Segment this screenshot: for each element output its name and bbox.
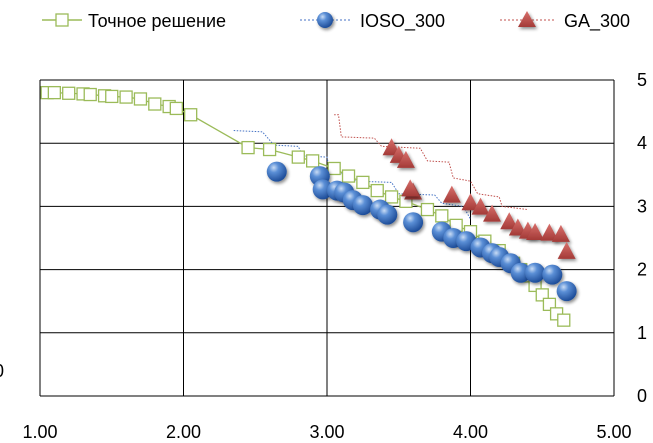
exact-point	[341, 169, 356, 183]
exact-point	[420, 202, 435, 217]
x-tick-label: 1.00	[22, 422, 57, 442]
exact-point	[370, 183, 384, 198]
x-tick-label: 2.00	[166, 422, 201, 442]
exact-point	[119, 90, 133, 104]
exact-point	[83, 87, 97, 102]
y-tick-label: 5	[637, 70, 647, 90]
ga-point	[396, 150, 415, 168]
exact-point	[327, 161, 341, 176]
exact-point	[105, 89, 119, 104]
tick-labels: 1.00 2.00 3.00 4.00 5.00 0 1 2 3 4 5	[22, 70, 647, 442]
ioso-point	[377, 204, 398, 225]
legend: Точное решение IOSO_300 GA_300	[42, 11, 630, 32]
y-tick-label: 3	[637, 196, 647, 216]
ga-point	[551, 224, 570, 242]
ga-point	[526, 222, 545, 240]
legend-item-exact: Точное решение	[42, 11, 226, 31]
ioso-point	[556, 281, 577, 302]
ioso-point	[510, 262, 531, 283]
exact-point	[291, 150, 305, 164]
exact-point	[148, 97, 162, 111]
ioso-point	[525, 262, 546, 283]
left-edge-label: 0	[0, 361, 4, 381]
ga-point	[557, 241, 576, 259]
ga-point	[483, 204, 502, 222]
ioso-point	[266, 161, 287, 182]
x-tick-label: 4.00	[453, 422, 488, 442]
legend-label-ga: GA_300	[564, 11, 630, 32]
ga-point	[540, 223, 559, 241]
y-tick-label: 4	[637, 133, 647, 153]
x-tick-label: 3.00	[309, 422, 344, 442]
y-tick-label: 0	[637, 386, 647, 406]
ga-point	[461, 193, 480, 211]
exact-point	[184, 108, 198, 122]
ioso-point	[352, 195, 373, 216]
legend-label-ioso: IOSO_300	[360, 11, 445, 32]
ga-point	[471, 197, 490, 215]
exact-point	[262, 142, 277, 157]
exact-point	[435, 209, 449, 223]
exact-point	[356, 175, 370, 190]
ga-point	[442, 185, 461, 203]
exact-point	[557, 313, 571, 327]
ioso-point	[312, 179, 333, 200]
legend-item-ga: GA_300	[500, 11, 630, 32]
ioso-point	[403, 212, 424, 233]
ga-point	[508, 218, 527, 236]
exact-point	[133, 92, 148, 106]
exact-point	[47, 85, 61, 100]
series-marks	[40, 85, 577, 327]
ga-point	[500, 212, 519, 230]
ga-point	[401, 179, 420, 197]
legend-label-exact: Точное решение	[88, 11, 226, 31]
legend-item-ioso: IOSO_300	[300, 11, 445, 32]
y-tick-label: 2	[637, 260, 647, 280]
exact-point	[62, 86, 76, 100]
exact-point	[169, 101, 183, 116]
exact-point	[384, 190, 399, 204]
y-tick-label: 1	[637, 323, 647, 343]
ioso-point	[542, 264, 563, 285]
exact-point	[305, 154, 320, 168]
exact-point	[241, 140, 255, 155]
x-tick-label: 5.00	[596, 422, 631, 442]
